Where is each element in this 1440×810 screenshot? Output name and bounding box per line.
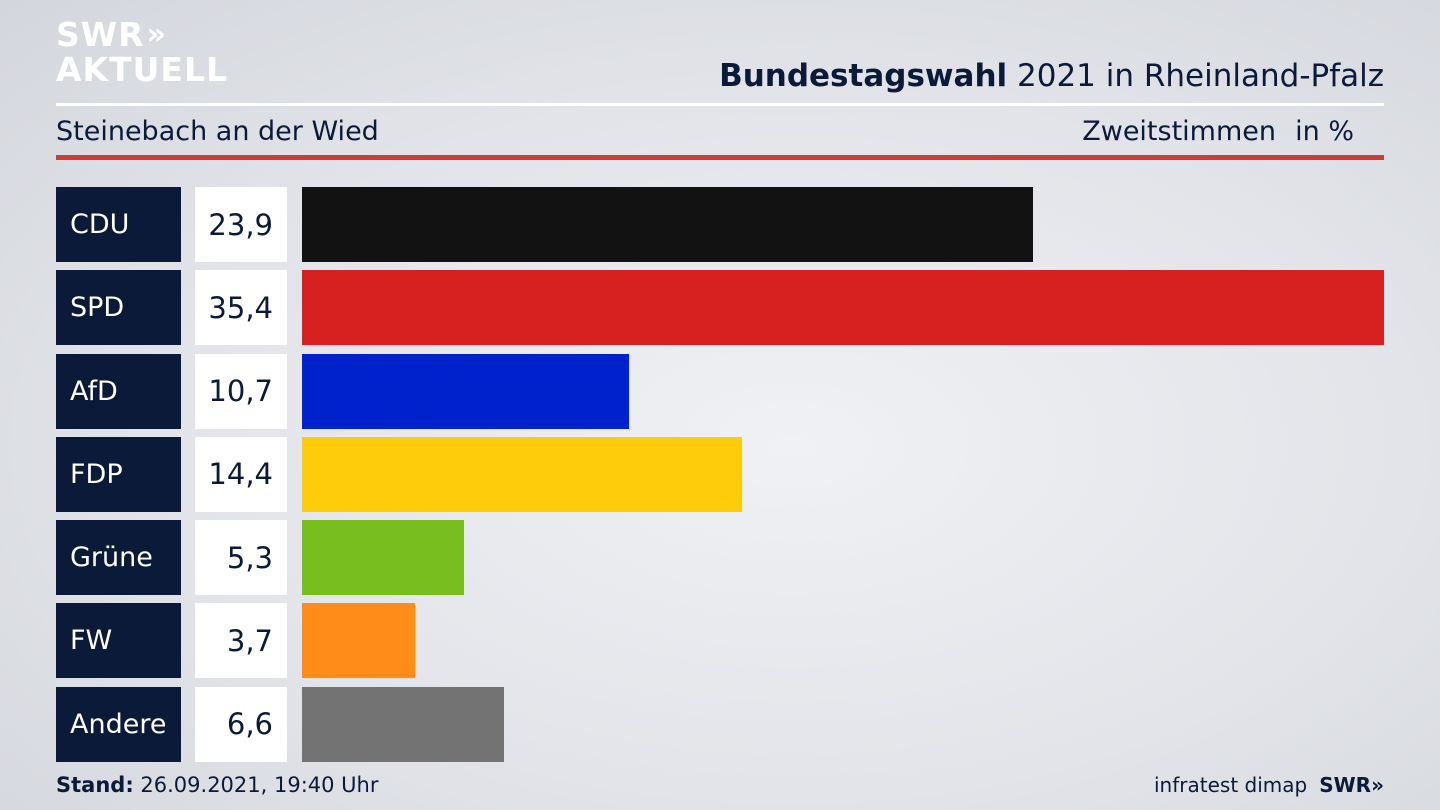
logo-chevron-icon: »: [146, 16, 167, 52]
value-label: 3,7: [195, 603, 287, 679]
bar-row-spd: SPD 35,4: [56, 270, 1384, 346]
value-label: 14,4: [195, 436, 287, 512]
bar-row-fdp: FDP 14,4: [56, 436, 1384, 512]
bar-row-grüne: Grüne 5,3: [56, 520, 1384, 596]
logo-swr-text: SWR: [56, 15, 145, 54]
chart-title-rest: 2021 in Rheinland-Pfalz: [1007, 58, 1384, 94]
metric-label: Zweitstimmen: [1082, 116, 1276, 147]
bar: [302, 353, 629, 429]
bar-row-fw: FW 3,7: [56, 603, 1384, 679]
value-label: 35,4: [195, 270, 287, 346]
region-subtitle: Steinebach an der Wied: [56, 116, 379, 147]
subtitle-divider: [56, 155, 1384, 160]
value-label: 23,9: [195, 187, 287, 262]
header-divider: [56, 103, 1384, 106]
value-label: 5,3: [195, 520, 287, 596]
party-label: Andere: [56, 686, 181, 762]
chart-title-bold: Bundestagswahl: [719, 58, 1008, 94]
party-label: SPD: [56, 270, 181, 346]
bar-row-andere: Andere 6,6: [56, 686, 1384, 762]
timestamp: Stand: 26.09.2021, 19:40 Uhr: [56, 773, 379, 797]
party-label: FDP: [56, 436, 181, 512]
chart-title: Bundestagswahl 2021 in Rheinland-Pfalz: [719, 58, 1384, 94]
bar-chart: CDU 23,9 SPD 35,4 AfD 10,7 FDP 14,4 Grüne 5,3 FW 3,…: [56, 187, 1384, 770]
bar: [302, 603, 415, 679]
bar: [302, 686, 504, 762]
logo-aktuell-text: AKTUELL: [56, 50, 229, 89]
value-label: 10,7: [195, 353, 287, 429]
bar: [302, 520, 464, 596]
bar: [302, 187, 1033, 262]
bar: [302, 270, 1384, 346]
party-label: FW: [56, 603, 181, 679]
bar-row-cdu: CDU 23,9: [56, 187, 1384, 262]
source-credit: infratest dimap SWR»: [1154, 773, 1384, 797]
bar: [302, 436, 742, 512]
source-label: infratest dimap: [1154, 773, 1308, 797]
swr-aktuell-logo: SWR» AKTUELL: [56, 18, 228, 86]
swr-brand-logo: SWR»: [1319, 773, 1384, 797]
bar-row-afd: AfD 10,7: [56, 353, 1384, 429]
unit-label: in %: [1295, 116, 1354, 147]
party-label: CDU: [56, 187, 181, 262]
value-label: 6,6: [195, 686, 287, 762]
party-label: AfD: [56, 353, 181, 429]
party-label: Grüne: [56, 520, 181, 596]
stand-label: Stand:: [56, 773, 134, 797]
stand-value: 26.09.2021, 19:40 Uhr: [133, 773, 379, 797]
